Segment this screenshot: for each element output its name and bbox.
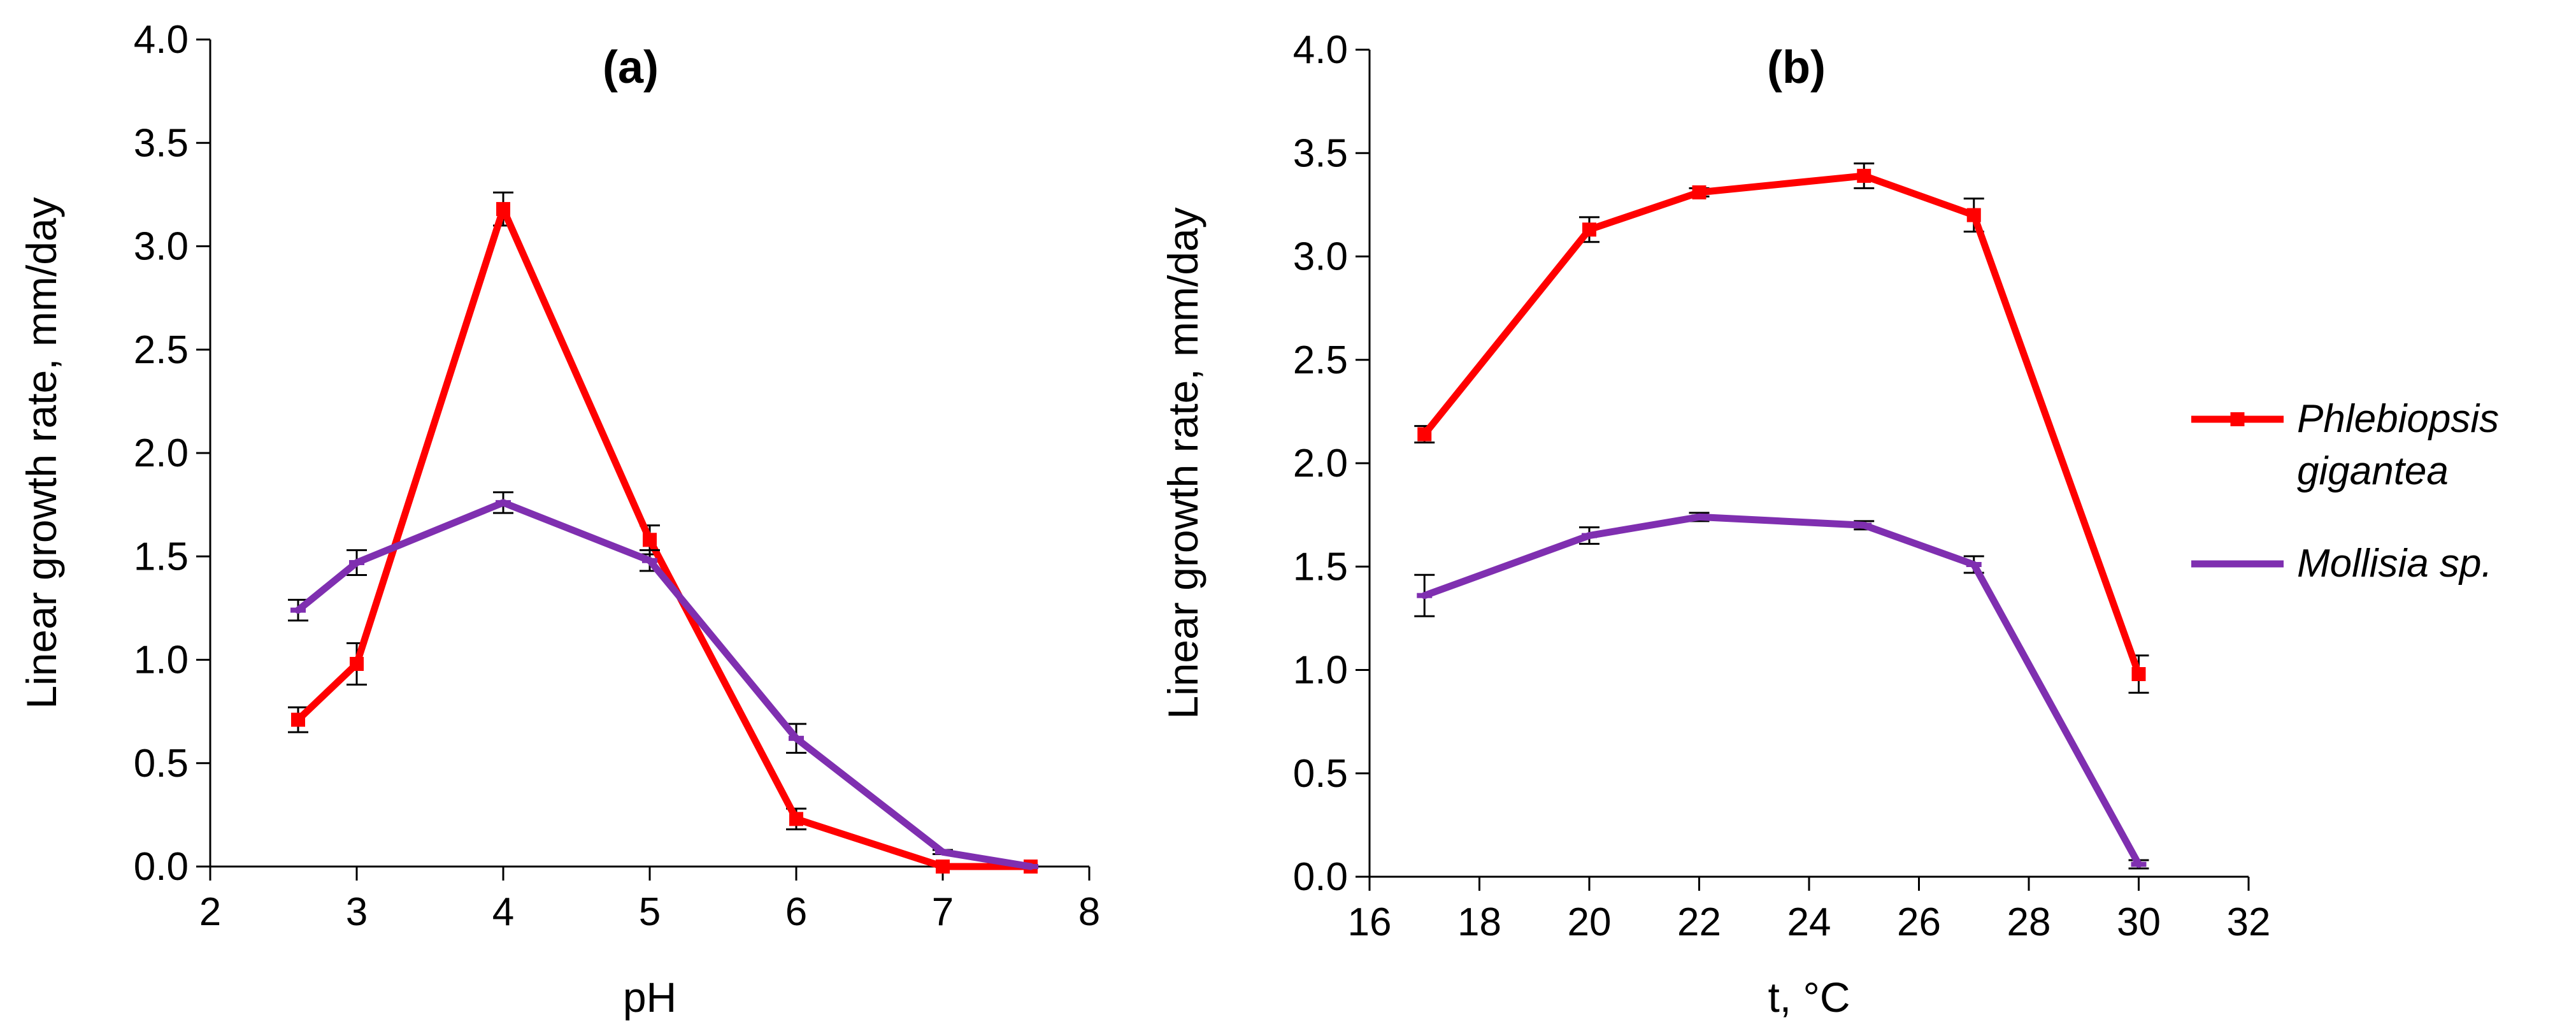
y-tick-label: 3.0 [1293,235,1348,279]
y-tick-label: 0.0 [1293,855,1348,899]
legend-marker-mollisia [2229,561,2245,566]
y-tick-label: 3.0 [134,225,189,269]
x-tick-label: 28 [2007,900,2051,944]
y-tick-label: 0.5 [1293,752,1348,796]
y-tick-label: 1.5 [134,535,189,579]
x-tick-label: 6 [785,890,807,934]
data-point [496,500,511,505]
x-tick-label: 7 [932,890,954,934]
y-tick-label: 2.0 [1293,442,1348,486]
data-point [496,202,510,217]
x-tick-label: 4 [492,890,514,934]
y-tick-label: 1.0 [1293,649,1348,693]
y-tick-label: 2.5 [1293,338,1348,382]
data-point [1966,562,1982,568]
data-point [1417,427,1432,442]
y-tick-label: 4.0 [1293,28,1348,72]
data-point [936,860,950,874]
data-point [1692,185,1707,199]
x-tick-label: 16 [1348,900,1392,944]
x-tick-label: 2 [199,890,221,934]
x-tick-label: 22 [1677,900,1721,944]
legend-label-phlebiopsis-line1: Phlebiopsis [2297,397,2499,441]
data-point [2131,666,2146,681]
y-tick-label: 2.0 [134,431,189,475]
y-axis-label: Linear growth rate, mm/day [18,197,65,709]
series-line [1420,172,2142,678]
x-axis-label: pH [623,974,676,1021]
legend-marker-phlebiopsis [2230,412,2245,426]
y-tick-label: 1.0 [134,638,189,682]
data-point [1582,222,1596,237]
y-tick-label: 0.5 [134,742,189,786]
y-tick-label: 4.0 [134,18,189,62]
data-point [1856,522,1872,528]
data-point [1857,168,1871,183]
x-tick-label: 18 [1457,900,1501,944]
series-line [294,205,1034,870]
legend-label-phlebiopsis-line2: gigantea [2297,449,2449,493]
series-line [294,499,1034,870]
x-tick-label: 24 [1787,900,1831,944]
series-phlebiopsis-gigantea [1414,162,2149,694]
series-mollisia-sp [1414,512,2149,870]
series-mollisia-sp [288,491,1038,870]
data-point [290,607,306,613]
data-point [642,558,657,563]
series-phlebiopsis-gigantea [288,191,1038,874]
data-point [643,533,657,547]
data-point [1582,533,1597,538]
y-tick-label: 1.5 [1293,545,1348,589]
y-tick-label: 3.5 [1293,131,1348,175]
x-tick-label: 32 [2227,900,2271,944]
x-tick-label: 3 [346,890,368,934]
x-tick-label: 8 [1078,890,1100,934]
data-point [789,735,804,741]
panel-title: (a) [603,42,659,93]
y-tick-label: 2.5 [134,328,189,372]
data-point [291,712,305,727]
chart-panel-a: 0.0 0.5 1.0 1.5 2.0 2.5 3.0 3.5 4.0 2 3 4 5 6 7 8 (a) pH L… [18,18,1100,1021]
x-tick-label: 30 [2117,900,2161,944]
y-tick-label: 3.5 [134,121,189,165]
legend: Phlebiopsis gigantea Mollisia sp. [2191,397,2499,586]
series-line [1420,513,2142,868]
y-axis-label: Linear growth rate, mm/day [1159,207,1206,719]
data-point [935,849,950,855]
data-point [1691,514,1707,520]
x-tick-label: 20 [1568,900,1612,944]
data-point [350,656,364,671]
legend-label-mollisia: Mollisia sp. [2297,542,2493,586]
data-point [2131,861,2147,867]
data-point [1023,864,1038,869]
x-axis-label: t, °C [1768,974,1850,1021]
data-point [789,812,803,826]
y-tick-label: 0.0 [134,845,189,889]
x-tick-label: 5 [639,890,661,934]
data-point [1966,208,1981,222]
data-point [349,559,364,565]
data-point [1417,593,1433,598]
x-tick-label: 26 [1897,900,1941,944]
panel-title: (b) [1767,42,1826,93]
chart-panel-b: 0.0 0.5 1.0 1.5 2.0 2.5 3.0 3.5 4.0 16 18 20 22 24 26 2… [1159,28,2270,1021]
